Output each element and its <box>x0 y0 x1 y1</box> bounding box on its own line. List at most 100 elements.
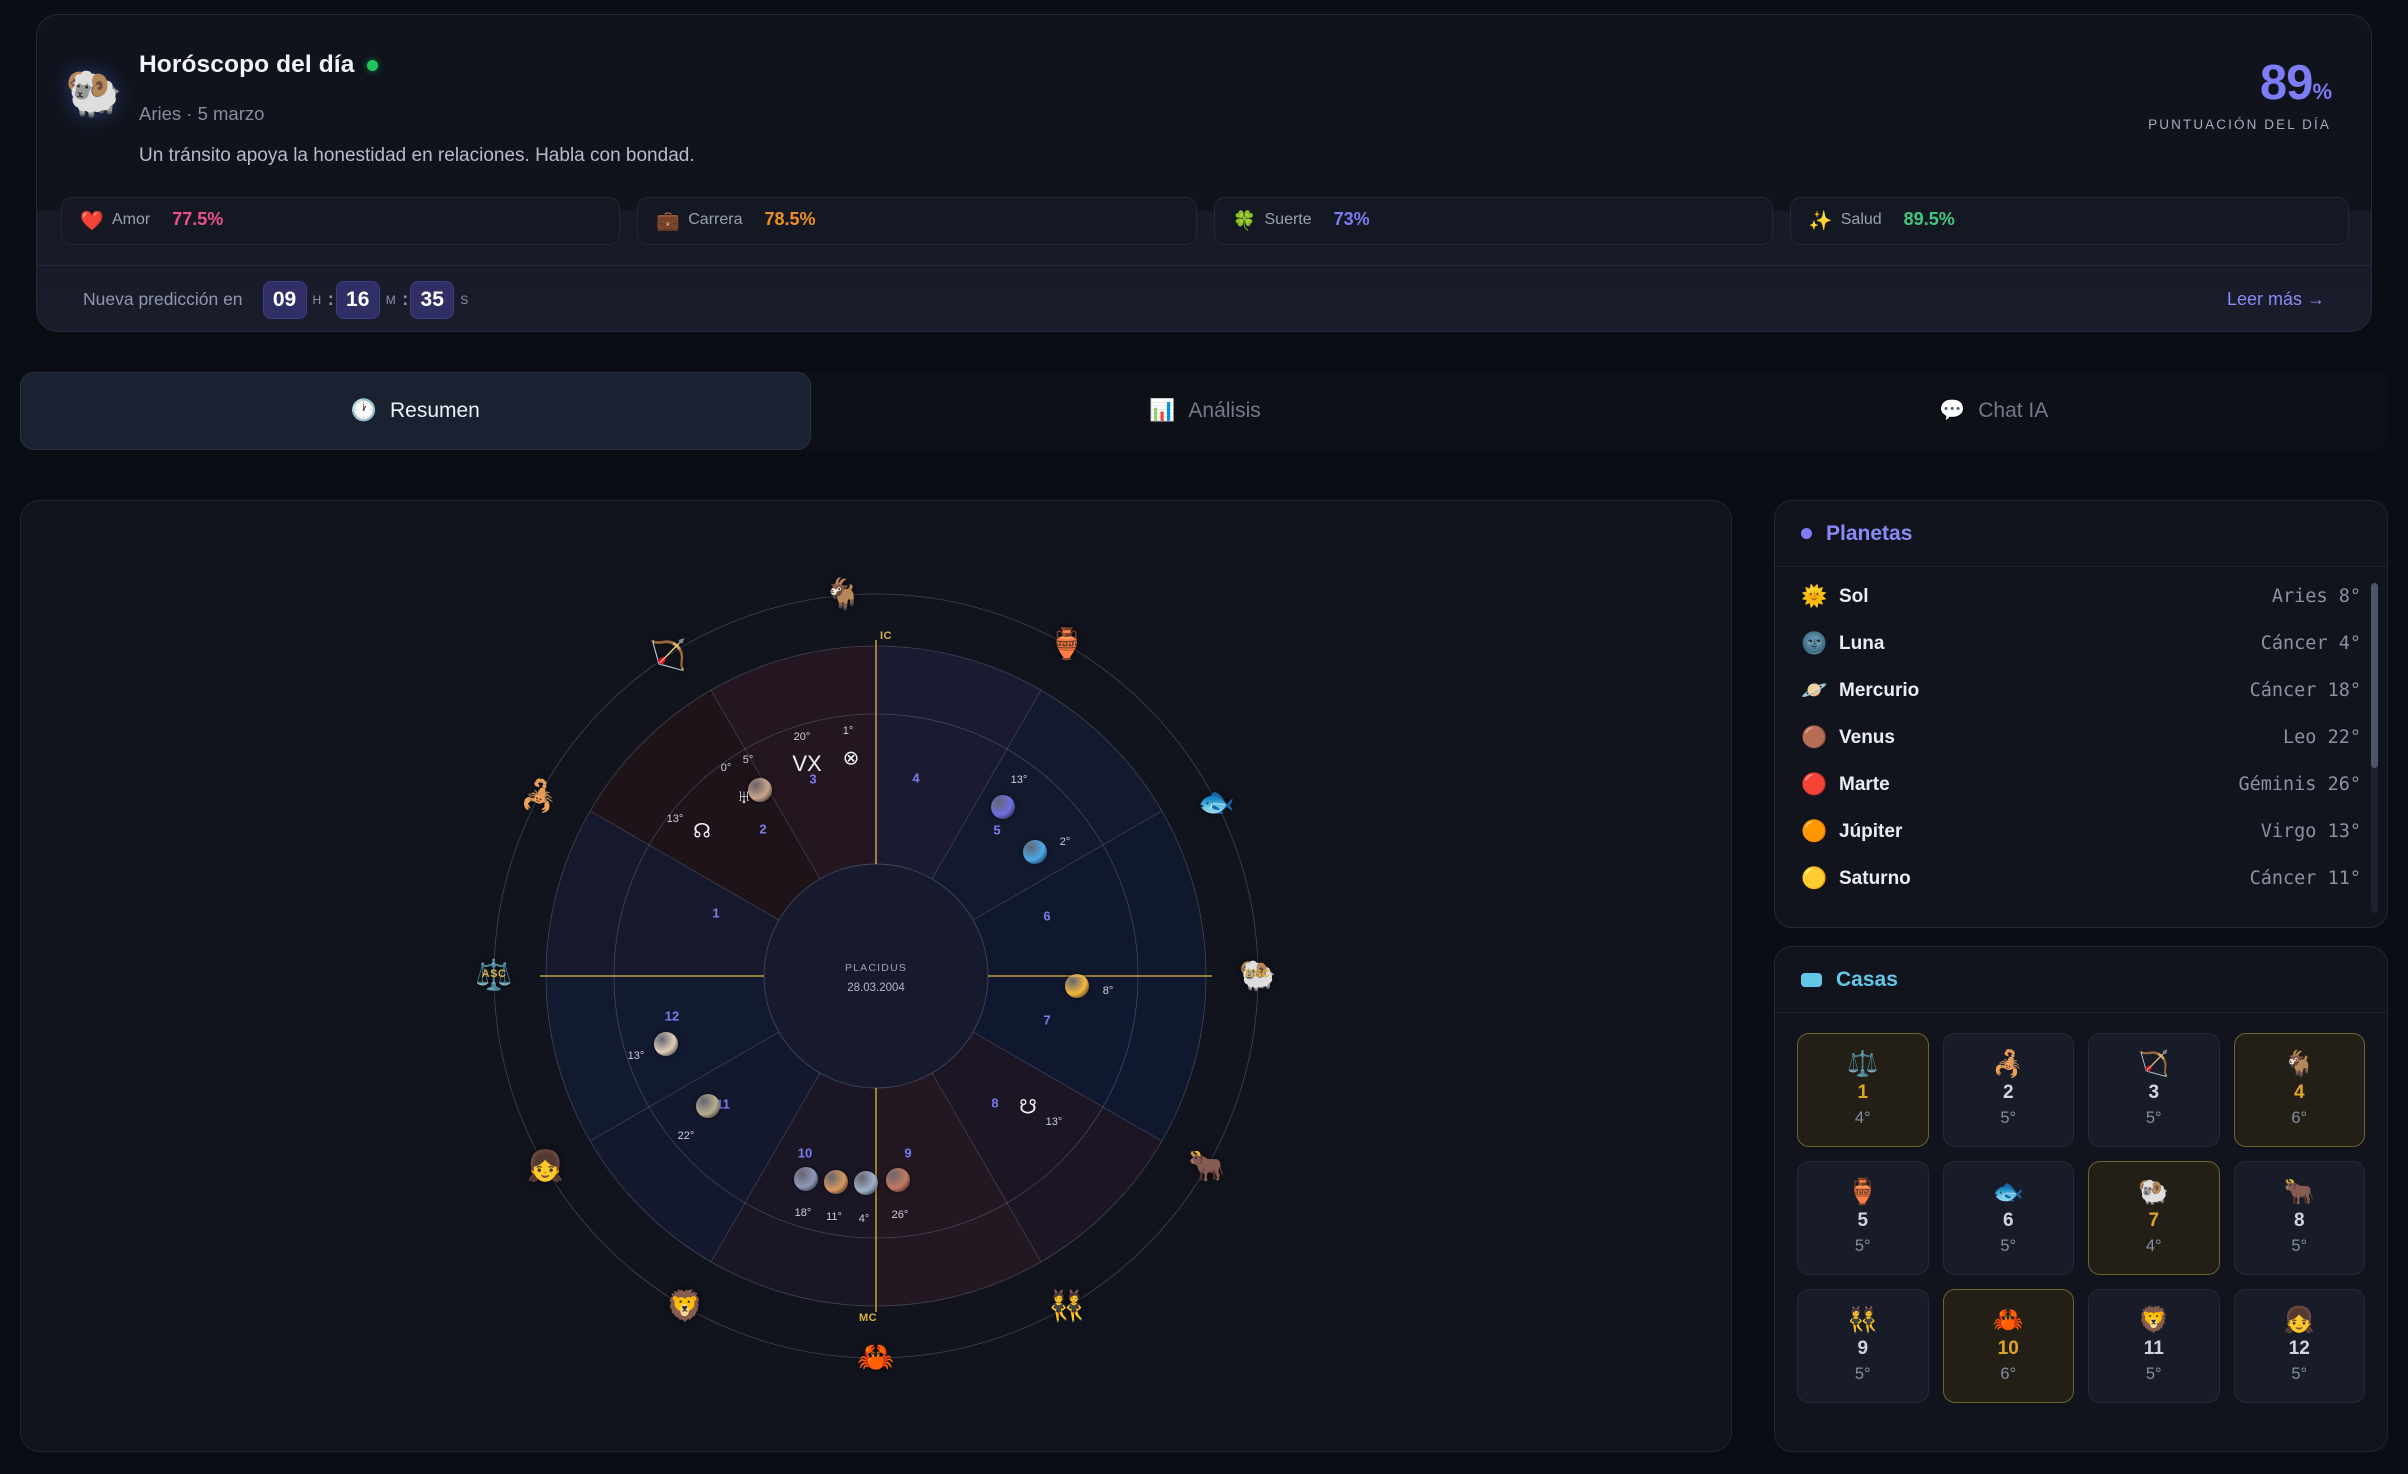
house-cell-2[interactable]: 🦂 2 5° <box>1942 1033 2074 1147</box>
countdown-separator-1: : <box>327 289 334 309</box>
natal-chart-panel: 🐐 🏺 🐟 🐏 🐂 👯 🦀 🦁 👧 ⚖️ 🦂 🏹 ASC DSC IC MC 1 2 3 4 5 6 7 8 9 10 11 12 5°… <box>20 500 1732 1452</box>
tab-icon-0: 🕐 <box>350 399 377 422</box>
planet-position: Virgo 13° <box>2260 821 2361 842</box>
planets-scrollbar-track[interactable] <box>2371 583 2378 913</box>
astrology-wheel[interactable]: 🐐 🏺 🐟 🐏 🐂 👯 🦀 🦁 👧 ⚖️ 🦂 🏹 ASC DSC IC MC 1 2 3 4 5 6 7 8 9 10 11 12 5°… <box>475 576 1276 1376</box>
stat-cards: ❤️ Amor 77.5% 💼 Carrera 78.5% 🍀 Suerte 73% ✨ Salud… <box>61 197 2349 245</box>
stat-card-suerte: 🍀 Suerte 73% <box>1213 197 1773 245</box>
house-cell-8[interactable]: 🐂 8 5° <box>2233 1161 2365 1275</box>
tab-icon-1: 📊 <box>1149 399 1176 422</box>
daily-summary-text: Un tránsito apoya la honestidad en relac… <box>139 145 695 166</box>
house-sign-icon: ⚖️ <box>1847 1050 1879 1078</box>
houses-title: Casas <box>1836 967 1898 991</box>
page-title: Horóscopo del día <box>139 51 355 78</box>
score-number: 89% <box>2259 56 2332 110</box>
planet-dot-icon <box>1801 528 1812 539</box>
planet-row[interactable]: 🔴 Marte Géminis 26° <box>1775 761 2387 808</box>
planet-name: Marte <box>1839 773 1890 795</box>
read-more-link[interactable]: Leer más → <box>2226 289 2325 309</box>
house-cell-10[interactable]: 🦀 10 6° <box>1942 1289 2074 1403</box>
house-number: 4 <box>2293 1082 2305 1103</box>
horoscope-header-card: 🐏 Horóscopo del día Aries · 5 marzo Un t… <box>36 14 2372 332</box>
wheel-svg <box>493 593 1259 1359</box>
planets-scrollbar-thumb[interactable] <box>2371 583 2378 768</box>
planet-row[interactable]: 🪐 Mercurio Cáncer 18° <box>1775 667 2387 714</box>
countdown-seconds: 35 <box>410 280 455 319</box>
planet-name: Saturno <box>1839 867 1911 889</box>
stat-icon-suerte: 🍀 <box>1232 211 1257 232</box>
house-degree: 5° <box>2291 1237 2308 1255</box>
house-degree: 5° <box>1854 1237 1871 1255</box>
score-percent-sign: % <box>2312 79 2332 104</box>
countdown-hours: 09 <box>262 280 307 319</box>
house-degree: 5° <box>2000 1109 2017 1127</box>
planets-list[interactable]: 🌞 Sol Aries 8° 🌚 Luna Cáncer 4° 🪐 Mercurio Cánce… <box>1775 567 2387 927</box>
stat-label: Salud <box>1840 210 1882 228</box>
planet-row[interactable]: 🟡 Saturno Cáncer 11° <box>1775 855 2387 902</box>
house-sign-icon: 👯 <box>1847 1306 1879 1334</box>
house-cusp-line <box>590 810 780 921</box>
countdown-hours-unit: H <box>312 292 322 307</box>
live-status-dot <box>367 59 379 71</box>
house-sign-icon: 🏺 <box>1847 1178 1879 1206</box>
planets-card: Planetas 🌞 Sol Aries 8° 🌚 Luna Cáncer 4° 🪐 Merc… <box>1774 500 2388 928</box>
house-number: 11 <box>2143 1338 2164 1359</box>
house-cell-1[interactable]: ⚖️ 1 4° <box>1797 1033 1929 1147</box>
house-degree: 5° <box>2145 1365 2162 1383</box>
house-cusp-line <box>931 1072 1042 1262</box>
wheel-core <box>764 864 988 1088</box>
house-cell-6[interactable]: 🐟 6 5° <box>1942 1161 2074 1275</box>
house-cell-4[interactable]: 🐐 4 6° <box>2233 1033 2365 1147</box>
stat-meter: Salud <box>1841 211 1882 232</box>
stat-meter: Suerte <box>1265 211 1312 232</box>
house-number: 6 <box>2002 1210 2014 1231</box>
tab-análisis[interactable]: 📊 Análisis <box>811 372 1600 450</box>
house-cell-5[interactable]: 🏺 5 5° <box>1797 1161 1929 1275</box>
planet-icon-venus: 🟤 <box>1801 725 1828 749</box>
house-degree: 4° <box>1854 1109 1871 1127</box>
stat-label: Carrera <box>688 210 743 228</box>
house-cell-11[interactable]: 🦁 11 5° <box>2088 1289 2220 1403</box>
planet-row[interactable]: 🟠 Júpiter Virgo 13° <box>1775 808 2387 855</box>
countdown-minutes: 16 <box>335 280 380 319</box>
tab-resumen[interactable]: 🕐 Resumen <box>20 372 811 450</box>
planet-name: Sol <box>1839 585 1869 607</box>
house-number: 9 <box>1857 1338 1869 1359</box>
tab-chat-ia[interactable]: 💬 Chat IA <box>1599 372 2388 450</box>
house-number: 2 <box>2002 1082 2014 1103</box>
daily-score: 89% PUNTUACIÓN DEL DÍA <box>2148 56 2332 133</box>
countdown-separator-2: : <box>402 289 409 309</box>
planet-icon-júpiter: 🟠 <box>1801 819 1828 843</box>
house-cell-7[interactable]: 🐏 7 4° <box>2088 1161 2220 1275</box>
tab-label: Análisis <box>1188 399 1261 422</box>
stat-card-carrera: 💼 Carrera 78.5% <box>637 197 1197 245</box>
house-cell-12[interactable]: 👧 12 5° <box>2233 1289 2365 1403</box>
house-cusp-line <box>931 690 1042 880</box>
stat-label: Amor <box>112 210 151 228</box>
house-degree: 5° <box>2291 1365 2308 1383</box>
house-number: 8 <box>2293 1210 2305 1231</box>
wheel-sector <box>972 976 1206 1141</box>
header-top: 🐏 Horóscopo del día Aries · 5 marzo Un t… <box>37 15 2371 209</box>
title-row: Horóscopo del día <box>139 51 379 79</box>
house-sign-icon: 🐂 <box>2283 1178 2315 1206</box>
house-number: 10 <box>1997 1338 2019 1359</box>
planet-row[interactable]: 🟤 Venus Leo 22° <box>1775 714 2387 761</box>
house-degree: 5° <box>1854 1365 1871 1383</box>
house-sign-icon: 🐟 <box>1992 1178 2024 1206</box>
house-cusp-line <box>972 810 1162 921</box>
house-cell-3[interactable]: 🏹 3 5° <box>2088 1033 2220 1147</box>
planet-row[interactable]: 🌚 Luna Cáncer 4° <box>1775 620 2387 667</box>
wheel-sector <box>711 646 876 880</box>
house-rect-icon <box>1801 972 1822 987</box>
stat-value: 77.5% <box>172 208 224 229</box>
house-number: 7 <box>2148 1210 2160 1231</box>
planet-position: Cáncer 11° <box>2249 868 2361 889</box>
countdown-bar: Nueva predicción en 09 H : 16 M : 35 S L… <box>37 265 2371 331</box>
houses-card: Casas ⚖️ 1 4° 🦂 2 5° 🏹 3 5° 🐐 4 6° 🏺 5 5° 🐟 6 5° 🐏 7 4° 🐂 8 5° 👯… <box>1774 946 2388 1452</box>
house-degree: 5° <box>2000 1237 2017 1255</box>
planet-row[interactable]: 🌞 Sol Aries 8° <box>1775 573 2387 620</box>
house-cell-9[interactable]: 👯 9 5° <box>1797 1289 1929 1403</box>
stat-meter: Carrera <box>688 211 742 232</box>
wheel-sector <box>546 811 780 976</box>
